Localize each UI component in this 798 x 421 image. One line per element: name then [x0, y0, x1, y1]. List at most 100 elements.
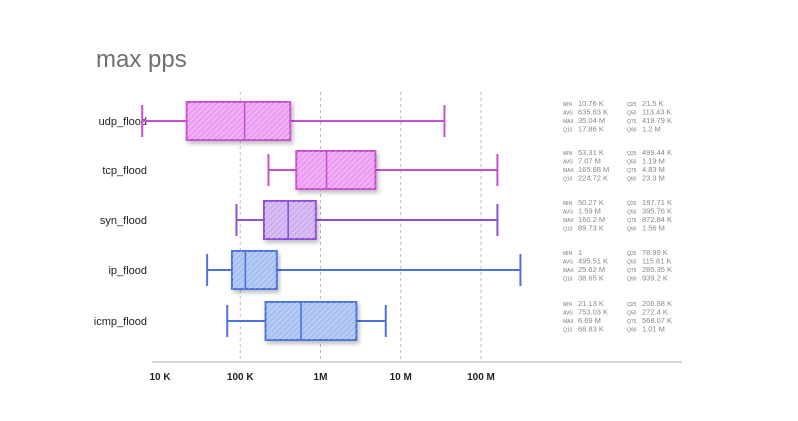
stat-value: 23.3 M: [642, 174, 665, 183]
stat-value: 495.51 K: [578, 257, 608, 266]
stat-key: Q90: [627, 128, 637, 134]
x-tick-label: 10 M: [390, 372, 412, 383]
stat-key: Q25: [627, 251, 637, 257]
stat-key: Q25: [627, 302, 637, 308]
stat-value: 165.88 M: [578, 165, 609, 174]
stat-value: 115.81 K: [642, 257, 671, 266]
stat-value: 21.13 K: [578, 299, 604, 308]
stat-key: Q10: [563, 128, 573, 134]
stat-key: MAX: [563, 268, 575, 274]
stat-value: 272.4 K: [642, 308, 668, 317]
stat-key: MIN: [563, 201, 573, 207]
stat-key: Q75: [627, 268, 637, 274]
box-tcp_flood: tcp_flood: [102, 150, 499, 190]
stat-value: 285.35 K: [642, 265, 672, 274]
x-tick-label: 1M: [314, 372, 328, 383]
stat-key: Q75: [627, 218, 637, 224]
stat-key: Q10: [563, 277, 573, 283]
box-hatch: [265, 302, 357, 340]
stat-key: Q90: [627, 177, 637, 183]
stat-key: MAX: [563, 168, 575, 174]
stat-key: Q25: [627, 151, 637, 157]
stat-value: 939.2 K: [642, 274, 668, 283]
stat-key: Q50: [627, 111, 637, 117]
stat-key: Q25: [627, 201, 637, 207]
box-udp_flood: udp_flood: [99, 101, 446, 141]
x-tick-label: 100 M: [467, 372, 495, 383]
stats-icmp_flood: MIN 21.13 K Q25 206.68 K AVG 753.03 K Q50 272.4…: [563, 299, 672, 334]
box-hatch: [232, 251, 277, 289]
stat-value: 872.84 K: [642, 215, 672, 224]
stat-value: 21.5 K: [642, 99, 664, 108]
stat-value: 419.79 K: [642, 116, 672, 125]
box-syn_flood: syn_flood: [100, 200, 499, 240]
stat-value: 1.01 M: [642, 325, 665, 334]
stat-value: 17.86 K: [578, 125, 604, 134]
stats-udp_flood: MIN 10.76 K Q25 21.5 K AVG 635.83 K Q50 113.43 …: [563, 99, 672, 134]
stat-key: Q50: [627, 260, 637, 266]
stat-value: 753.03 K: [578, 308, 608, 317]
stats-syn_flood: MIN 50.27 K Q25 197.71 K AVG 1.59 M Q50 395.76 …: [563, 198, 672, 233]
chart-title: max pps: [96, 46, 187, 73]
stats-tcp_flood: MIN 53.31 K Q25 499.44 K AVG 7.07 M Q50 1.19 M M…: [563, 148, 672, 183]
stat-key: AVG: [563, 210, 573, 216]
stat-value: 7.07 M: [578, 157, 601, 166]
stat-value: 35.04 M: [578, 116, 605, 125]
category-label: icmp_flood: [94, 316, 147, 328]
stat-value: 4.83 M: [642, 165, 665, 174]
stat-value: 89.73 K: [578, 224, 604, 233]
stat-key: Q90: [627, 277, 637, 283]
stat-key: Q90: [627, 328, 637, 334]
x-tick-label: 100 K: [227, 372, 254, 383]
box-series: udp_flood tcp_flood syn_flood ip_flood icmp_…: [94, 101, 522, 341]
stat-value: 568.07 K: [642, 316, 672, 325]
stat-value: 1.2 M: [642, 125, 661, 134]
stat-value: 10.76 K: [578, 99, 604, 108]
stat-value: 197.71 K: [642, 198, 672, 207]
category-label: udp_flood: [99, 116, 147, 128]
box-ip_flood: ip_flood: [108, 250, 522, 290]
stat-value: 38.65 K: [578, 274, 604, 283]
box-icmp_flood: icmp_flood: [94, 301, 387, 341]
stat-key: Q90: [627, 227, 637, 233]
stat-key: Q50: [627, 311, 637, 317]
stat-value: 499.44 K: [642, 148, 672, 157]
stat-key: Q50: [627, 210, 637, 216]
stat-value: 1.56 M: [642, 224, 665, 233]
stat-key: AVG: [563, 111, 573, 117]
stat-value: 1: [578, 248, 582, 257]
stat-key: Q10: [563, 328, 573, 334]
stat-key: Q25: [627, 102, 637, 108]
stat-value: 635.83 K: [578, 108, 608, 117]
category-label: tcp_flood: [102, 165, 147, 177]
stat-key: MIN: [563, 251, 573, 257]
stat-key: MIN: [563, 151, 573, 157]
stat-value: 113.43 K: [642, 108, 671, 117]
stat-key: Q10: [563, 227, 573, 233]
stat-value: 78.99 K: [642, 248, 668, 257]
stat-key: MIN: [563, 102, 573, 108]
stat-value: 50.27 K: [578, 198, 604, 207]
stat-value: 53.31 K: [578, 148, 604, 157]
category-label: ip_flood: [108, 265, 147, 277]
stat-key: MAX: [563, 218, 575, 224]
x-tick-label: 10 K: [149, 372, 171, 383]
stat-key: MIN: [563, 302, 573, 308]
stats-table: MIN 10.76 K Q25 21.5 K AVG 635.83 K Q50 113.43 …: [563, 99, 672, 334]
stat-key: MAX: [563, 119, 575, 125]
stat-value: 160.2 M: [578, 215, 605, 224]
stat-key: Q75: [627, 168, 637, 174]
stat-key: Q75: [627, 119, 637, 125]
stat-key: Q10: [563, 177, 573, 183]
stat-value: 6.69 M: [578, 316, 601, 325]
stat-key: AVG: [563, 260, 573, 266]
x-axis: 10 K 100 K 1M 10 M 100 M: [149, 361, 682, 383]
stat-value: 25.62 M: [578, 265, 605, 274]
stat-key: MAX: [563, 319, 575, 325]
box-hatch: [264, 201, 316, 239]
stat-value: 68.83 K: [578, 325, 604, 334]
stat-value: 1.19 M: [642, 157, 665, 166]
category-label: syn_flood: [100, 215, 147, 227]
